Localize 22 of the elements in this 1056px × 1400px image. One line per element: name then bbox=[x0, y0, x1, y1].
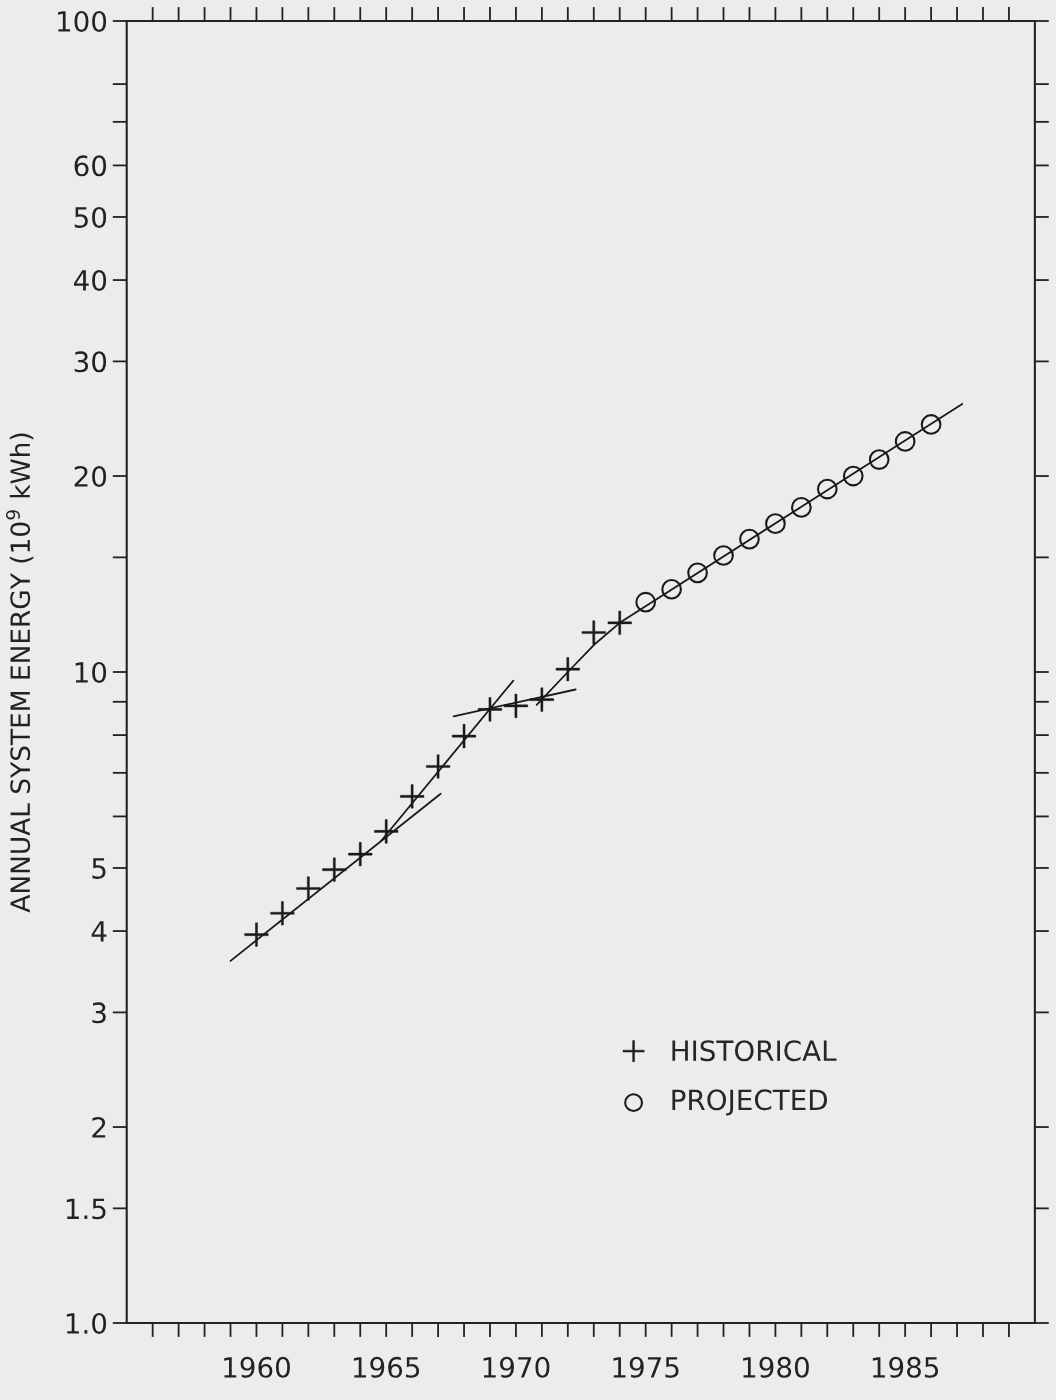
y-tick-label: 100 bbox=[58, 10, 107, 32]
y-tick-label: 1.0 bbox=[66, 1312, 107, 1334]
y-tick-label: 30 bbox=[74, 351, 107, 373]
x-tick-label: 1965 bbox=[353, 1356, 420, 1378]
y-tick-label: 40 bbox=[73, 270, 107, 292]
x-tick-label: 1960 bbox=[224, 1356, 290, 1378]
x-tick-label: 1970 bbox=[483, 1356, 550, 1378]
x-tick-label: 1985 bbox=[872, 1356, 939, 1378]
y-tick-label: 5 bbox=[92, 858, 106, 879]
y-tick-label: 2 bbox=[92, 1116, 106, 1138]
y-tick-label: 50 bbox=[74, 206, 107, 228]
y-tick-label: 20 bbox=[74, 465, 107, 487]
y-tick-label: 60 bbox=[74, 155, 107, 177]
y-tick-label: 10 bbox=[75, 661, 107, 683]
legend-label: HISTORICAL bbox=[672, 1040, 837, 1062]
x-tick-label: 1975 bbox=[613, 1356, 679, 1378]
y-tick-label: 4 bbox=[91, 921, 107, 942]
legend-label: PROJECTED bbox=[672, 1089, 828, 1116]
y-axis-title: ANNUAL SYSTEM ENERGY (10$^{9}$ kWh) bbox=[6, 433, 34, 913]
y-tick-label: 1.5 bbox=[66, 1198, 106, 1220]
x-tick-label: 1980 bbox=[743, 1356, 809, 1378]
y-tick-label: 3 bbox=[92, 1002, 106, 1024]
